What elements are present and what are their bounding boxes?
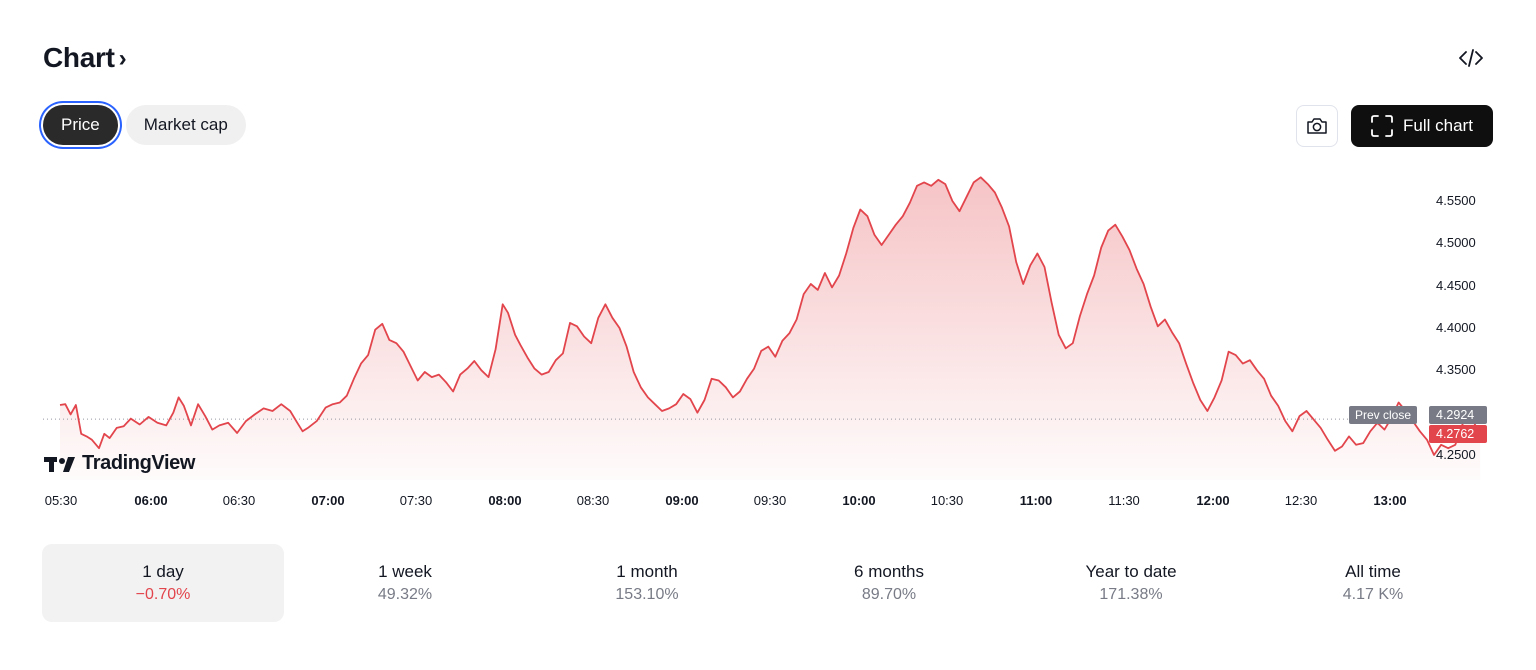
period-year-to-date[interactable]: Year to date 171.38% (1010, 544, 1252, 622)
last-price-tag: 4.2762 (1429, 425, 1487, 443)
full-chart-label: Full chart (1403, 116, 1473, 135)
x-tick-label: 06:30 (222, 493, 256, 508)
period-change: 153.10% (615, 586, 679, 603)
period-label: 1 month (616, 562, 678, 581)
x-tick-label: 08:00 (488, 493, 522, 508)
x-tick-label: 12:00 (1196, 493, 1230, 508)
period-change: 49.32% (377, 586, 433, 603)
period-1-week[interactable]: 1 week 49.32% (284, 544, 526, 622)
code-icon (1459, 49, 1483, 67)
period-6-months[interactable]: 6 months 89.70% (768, 544, 1010, 622)
embed-code-button[interactable] (1458, 46, 1484, 70)
x-tick-label: 11:00 (1019, 493, 1053, 508)
x-tick-label: 07:30 (399, 493, 433, 508)
period-label: 1 week (378, 562, 432, 581)
page-title[interactable]: Chart (43, 42, 115, 73)
y-tick-label: 4.5500 (1436, 193, 1476, 208)
tradingview-watermark[interactable]: TradingView (44, 452, 195, 475)
tab-price[interactable]: Price (43, 105, 118, 145)
period-label: 1 day (142, 562, 184, 581)
period-label: Year to date (1085, 562, 1177, 581)
x-tick-label: 06:00 (134, 493, 168, 508)
period-selector: 1 day −0.70% 1 week 49.32% 1 month 153.1… (42, 544, 1494, 622)
tradingview-logo-text: TradingView (82, 452, 196, 474)
tab-market-cap[interactable]: Market cap (125, 105, 246, 145)
x-tick-label: 11:30 (1108, 493, 1140, 508)
x-tick-label: 08:30 (576, 493, 610, 508)
x-tick-label: 12:30 (1284, 493, 1318, 508)
period-change: −0.70% (135, 586, 191, 603)
period-label: 6 months (854, 562, 924, 581)
camera-icon (1307, 118, 1327, 134)
period-label: All time (1345, 562, 1401, 581)
y-tick-label: 4.4500 (1436, 278, 1476, 293)
prev-close-tag: Prev close (1349, 406, 1418, 424)
x-tick-label: 10:00 (842, 493, 876, 508)
price-area-fill (60, 177, 1481, 481)
x-tick-label: 07:00 (311, 493, 345, 508)
period-change: 4.17 K% (1342, 586, 1404, 603)
fullscreen-icon (1371, 115, 1393, 137)
price-chart[interactable] (0, 160, 1536, 520)
x-tick-label: 09:30 (753, 493, 787, 508)
tradingview-logo-icon (44, 456, 75, 472)
price-line (59, 176, 1481, 456)
y-tick-label: 4.5000 (1436, 235, 1476, 250)
chart-header[interactable]: Chart › (43, 42, 127, 74)
y-tick-label: 4.4000 (1436, 320, 1476, 335)
x-tick-label: 10:30 (930, 493, 964, 508)
period-change: 89.70% (861, 586, 917, 603)
screenshot-button[interactable] (1296, 105, 1338, 147)
x-tick-label: 13:00 (1373, 493, 1407, 508)
period-change: 171.38% (1099, 586, 1163, 603)
y-tick-label: 4.2500 (1436, 447, 1476, 462)
prev-close-price-tag: 4.2924 (1429, 406, 1487, 424)
x-tick-label: 09:00 (665, 493, 699, 508)
full-chart-button[interactable]: Full chart (1351, 105, 1493, 147)
chart-type-tabs: Price Market cap (41, 105, 246, 145)
x-tick-label: 05:30 (44, 493, 78, 508)
chevron-right-icon[interactable]: › (118, 45, 127, 72)
price-chart-svg[interactable] (0, 160, 1536, 520)
period-1-month[interactable]: 1 month 153.10% (526, 544, 768, 622)
period-all-time[interactable]: All time 4.17 K% (1252, 544, 1494, 622)
y-tick-label: 4.3500 (1436, 362, 1476, 377)
period-1-day[interactable]: 1 day −0.70% (42, 544, 284, 622)
